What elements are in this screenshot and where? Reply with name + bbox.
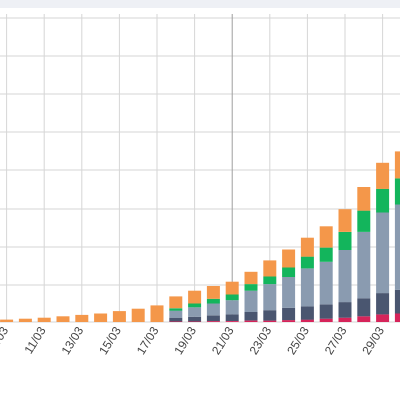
bar-segment-17-03-s4 — [150, 305, 164, 322]
bar-segment-24-03-s4 — [282, 249, 296, 268]
bar-segment-22-03-s4 — [244, 271, 258, 285]
bar-segment-30-03-s4 — [394, 151, 400, 179]
bar-segment-29-03-s2 — [376, 212, 390, 294]
bar-segment-23-03-s1 — [263, 310, 277, 321]
bar-segment-26-03-s1 — [319, 304, 333, 319]
bar-segment-24-03-s1 — [282, 307, 296, 321]
bar-segment-28-03-s2 — [357, 232, 371, 299]
bar-segment-23-03-s3 — [263, 276, 277, 285]
bar-segment-27-03-s1 — [338, 302, 352, 318]
bar-segment-21-03-s1 — [225, 314, 239, 321]
bar-segment-19-03-s3 — [188, 303, 202, 308]
bar-segment-28-03-s0 — [357, 316, 371, 322]
bar-segment-21-03-s0 — [225, 321, 239, 322]
bar-segment-22-03-s2 — [244, 290, 258, 312]
bar-segment-11-03-s4 — [37, 317, 51, 322]
bar-segment-16-03-s4 — [131, 308, 145, 322]
bar-segment-21-03-s4 — [225, 281, 239, 295]
bar-segment-15-03-s4 — [112, 311, 126, 322]
bar-segment-29-03-s0 — [376, 314, 390, 322]
bar-segment-20-03-s0 — [206, 321, 220, 322]
top-border — [0, 0, 400, 8]
bar-segment-30-03-s0 — [394, 313, 400, 322]
bar-segment-23-03-s4 — [263, 260, 277, 277]
bar-segment-27-03-s4 — [338, 209, 352, 232]
bar-segment-26-03-s4 — [319, 226, 333, 248]
bar-segment-19-03-s0 — [188, 321, 202, 322]
bar-segment-22-03-s3 — [244, 284, 258, 291]
bar-segment-21-03-s2 — [225, 300, 239, 315]
bar-segment-23-03-s0 — [263, 320, 277, 322]
bar-segment-18-03-s2 — [169, 310, 183, 318]
bar-segment-20-03-s3 — [206, 298, 220, 304]
bar-segment-25-03-s3 — [300, 256, 314, 269]
bar-segment-22-03-s0 — [244, 320, 258, 322]
bar-segment-29-03-s4 — [376, 162, 390, 189]
bar-segment-24-03-s2 — [282, 277, 296, 308]
bar-segment-20-03-s1 — [206, 315, 220, 322]
bar-segment-14-03-s4 — [94, 313, 108, 322]
bar-segment-24-03-s3 — [282, 267, 296, 277]
bar-segment-09-03-s4 — [0, 319, 14, 322]
bar-segment-19-03-s2 — [188, 307, 202, 317]
bar-segment-25-03-s2 — [300, 268, 314, 307]
bar-segment-28-03-s4 — [357, 187, 371, 211]
bar-segment-22-03-s1 — [244, 312, 258, 321]
bar-segment-21-03-s3 — [225, 294, 239, 301]
bar-segment-25-03-s1 — [300, 306, 314, 320]
bar-segment-30-03-s1 — [394, 289, 400, 314]
bar-segment-20-03-s4 — [206, 286, 220, 299]
bar-segment-25-03-s0 — [300, 319, 314, 322]
bar-segment-18-03-s1 — [169, 317, 183, 322]
bar-segment-26-03-s0 — [319, 318, 333, 322]
bar-segment-28-03-s1 — [357, 298, 371, 317]
bar-segment-27-03-s2 — [338, 250, 352, 303]
bar-segment-18-03-s0 — [169, 321, 183, 322]
bar-segment-18-03-s3 — [169, 308, 183, 311]
bar-segment-18-03-s4 — [169, 296, 183, 309]
bar-segment-19-03-s4 — [188, 290, 202, 304]
bar-segment-20-03-s2 — [206, 303, 220, 316]
bar-segment-27-03-s0 — [338, 317, 352, 322]
bar-segment-27-03-s3 — [338, 232, 352, 250]
bar-segment-30-03-s3 — [394, 178, 400, 205]
bar-segment-26-03-s3 — [319, 247, 333, 262]
bar-segment-29-03-s1 — [376, 293, 390, 315]
bar-segment-23-03-s2 — [263, 284, 277, 311]
bar-segment-29-03-s3 — [376, 188, 390, 213]
bar-segment-10-03-s4 — [18, 318, 32, 322]
bars — [0, 151, 400, 322]
bar-segment-26-03-s2 — [319, 261, 333, 305]
bar-segment-24-03-s0 — [282, 320, 296, 322]
bar-segment-12-03-s4 — [56, 316, 70, 322]
bar-segment-19-03-s1 — [188, 316, 202, 322]
bar-segment-13-03-s4 — [75, 314, 89, 322]
bar-segment-28-03-s3 — [357, 210, 371, 232]
bar-segment-30-03-s2 — [394, 204, 400, 290]
bar-segment-25-03-s4 — [300, 237, 314, 257]
